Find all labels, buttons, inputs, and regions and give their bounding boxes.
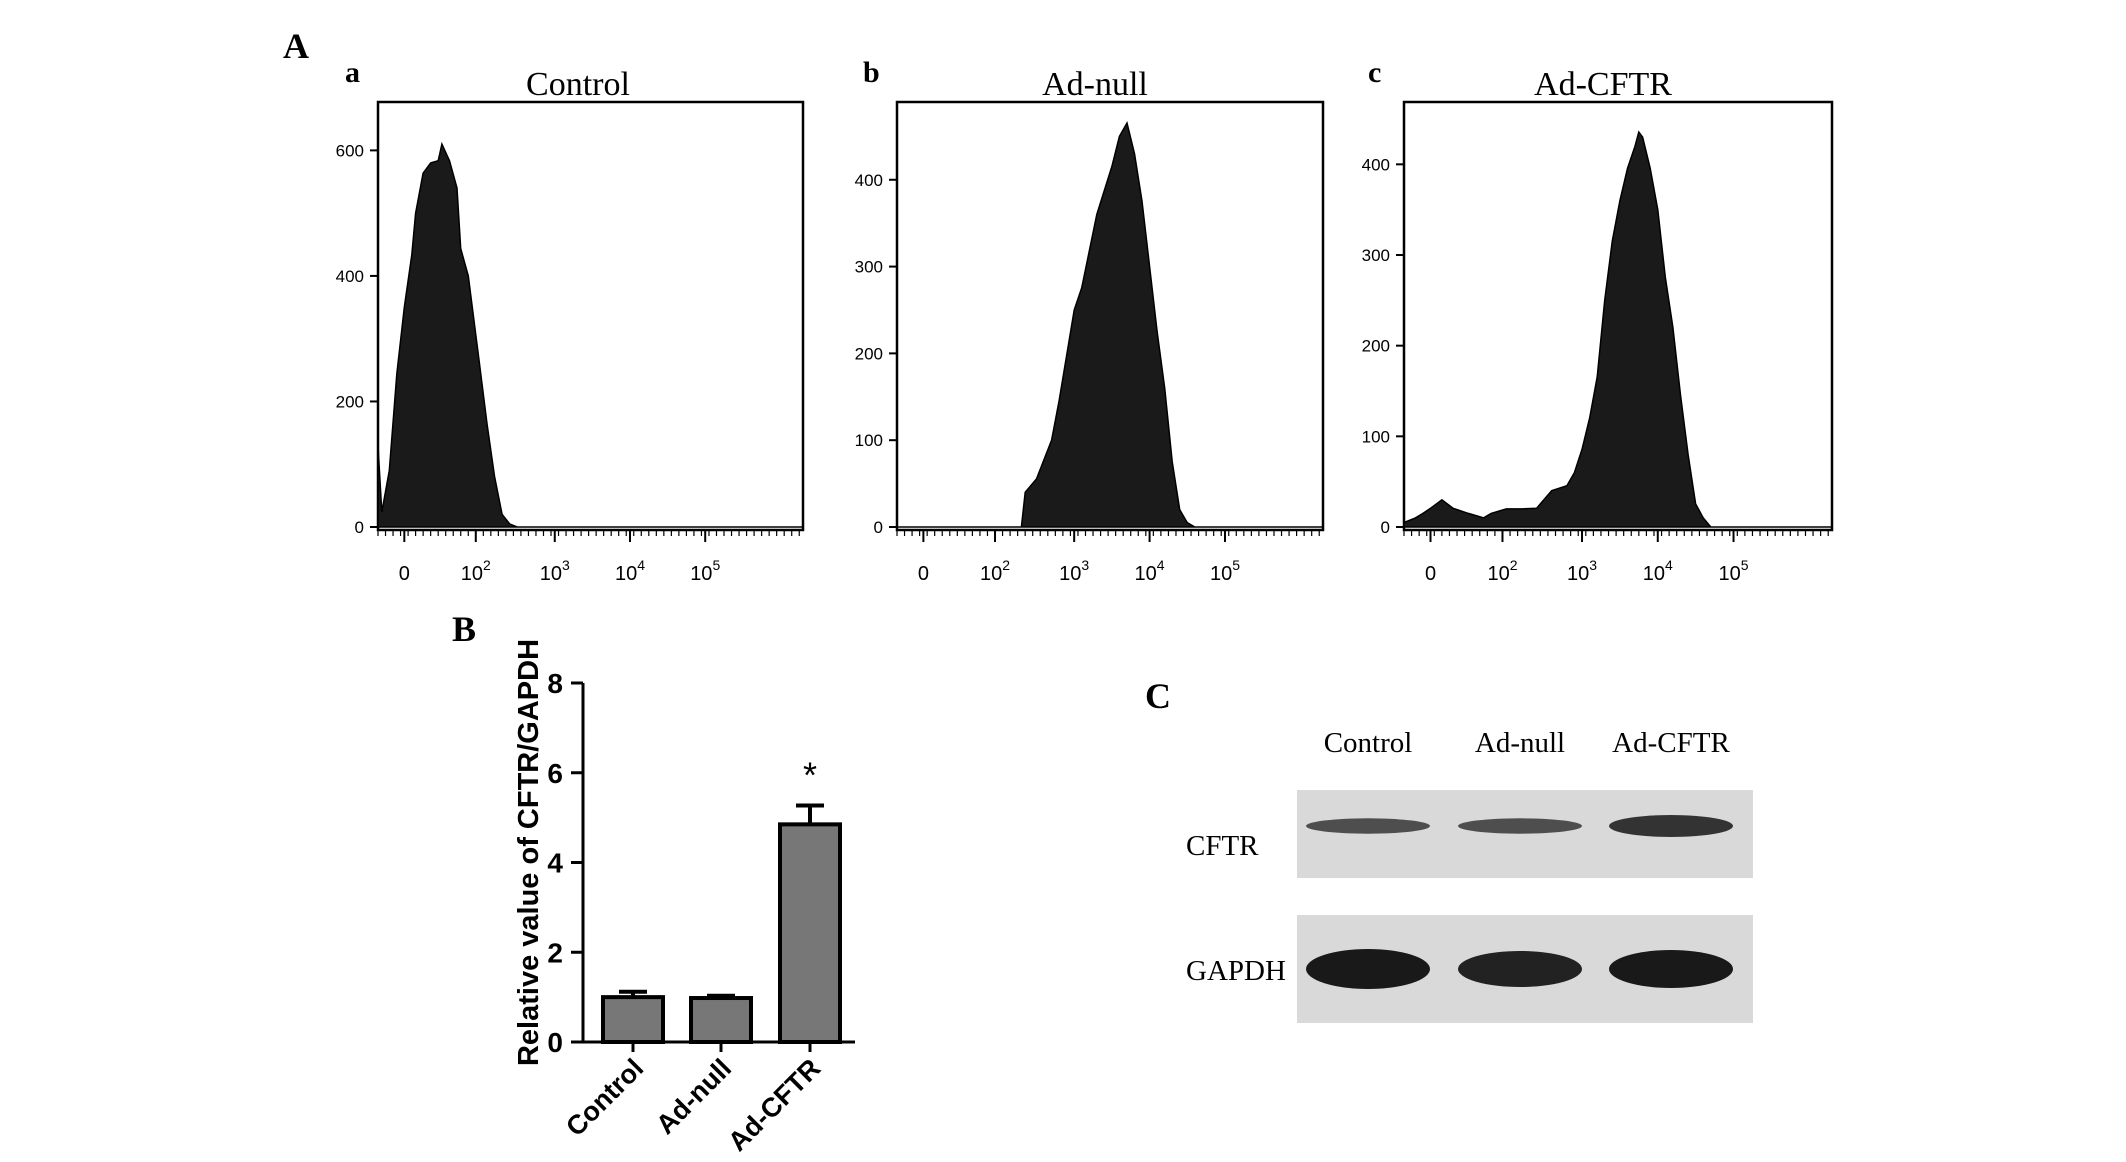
band (1609, 950, 1733, 988)
x-tick-label: 103 (540, 557, 570, 585)
blot-label: CFTR (1186, 830, 1259, 862)
lane-label: Ad-null (1475, 727, 1565, 759)
y-tick-label: 200 (1362, 337, 1390, 356)
y-tick-label: 6 (547, 758, 563, 789)
y-tick-label: 100 (1362, 427, 1390, 446)
histogram-ad-null: b Ad-null 400 300 200 100 0 0 102 103 104 105 (855, 56, 1325, 585)
y-tick-label: 600 (336, 141, 364, 160)
panel-label-b: B (452, 609, 476, 649)
x-tick-label: 104 (615, 557, 645, 585)
x-tick-label: 105 (1718, 557, 1748, 585)
y-tick-label: 2 (547, 937, 563, 968)
y-tick-label: 0 (355, 518, 364, 537)
y-axis-label: Relative value of CFTR/GAPDH (513, 639, 545, 1066)
y-tick-label: 0 (547, 1027, 563, 1058)
x-tick-label: 0 (399, 563, 410, 585)
x-tick-label: 104 (1135, 557, 1165, 585)
plot-frame (1402, 100, 1834, 532)
x-tick-label: 102 (980, 557, 1010, 585)
x-tick-label: Control (560, 1053, 649, 1142)
bar (689, 996, 753, 1045)
y-tick-label: 100 (855, 431, 883, 450)
y-tick-label: 200 (855, 344, 883, 363)
lane-label: Control (1324, 727, 1413, 759)
y-tick-label: 200 (336, 392, 364, 411)
y-tick-label: 0 (1381, 518, 1390, 537)
histogram-area (1403, 130, 1832, 528)
x-tick-label: 0 (1425, 563, 1436, 585)
x-tick-label: 104 (1643, 557, 1673, 585)
y-tick-label: 400 (336, 267, 364, 286)
band (1306, 949, 1430, 989)
y-tick-label: 300 (855, 258, 883, 277)
y-tick-label: 400 (1362, 155, 1390, 174)
y-tick-label: 8 (547, 668, 563, 699)
band (1306, 818, 1430, 834)
x-tick-label: Ad-CFTR (722, 1053, 826, 1157)
panel-label-a: A (283, 26, 309, 66)
lane-label: Ad-CFTR (1612, 727, 1730, 759)
histogram-title: Ad-CFTR (1534, 66, 1672, 103)
bar (601, 995, 665, 1044)
y-tick-label: 0 (874, 518, 883, 537)
band (1458, 951, 1582, 987)
y-tick-label: 4 (547, 848, 563, 879)
blot-label: GAPDH (1186, 955, 1286, 987)
y-tick-label: 400 (855, 171, 883, 190)
x-tick-label: 103 (1567, 557, 1597, 585)
x-tick-label: 105 (690, 557, 720, 585)
x-tick-label: 102 (1487, 557, 1517, 585)
x-tick-label: Ad-null (650, 1053, 737, 1140)
significance-marker: * (803, 755, 817, 796)
bar (778, 822, 842, 1045)
x-tick-label: 0 (918, 563, 929, 585)
x-tick-label: 102 (461, 557, 491, 585)
sublabel: a (345, 56, 360, 89)
western-blot: Control Ad-null Ad-CFTR CFTR GAPDH (1186, 727, 1753, 1023)
plot-frame (895, 100, 1325, 532)
histogram-title: Control (526, 66, 630, 103)
x-tick-label: 103 (1059, 557, 1089, 585)
histogram-area (377, 141, 803, 528)
histogram-ad-cftr: c Ad-CFTR 400 300 200 100 0 0 102 103 104 105 (1362, 56, 1834, 585)
band (1609, 815, 1733, 837)
histogram-area (897, 120, 1323, 528)
histogram-title: Ad-null (1042, 66, 1148, 103)
y-tick-label: 300 (1362, 246, 1390, 265)
band (1458, 818, 1582, 834)
sublabel: c (1368, 56, 1381, 89)
histogram-control: a Control 600 400 200 0 0 102 103 104 105 (336, 56, 805, 585)
panel-label-c: C (1145, 676, 1171, 716)
plot-frame (376, 100, 805, 532)
sublabel: b (863, 56, 880, 89)
x-tick-label: 105 (1210, 557, 1240, 585)
